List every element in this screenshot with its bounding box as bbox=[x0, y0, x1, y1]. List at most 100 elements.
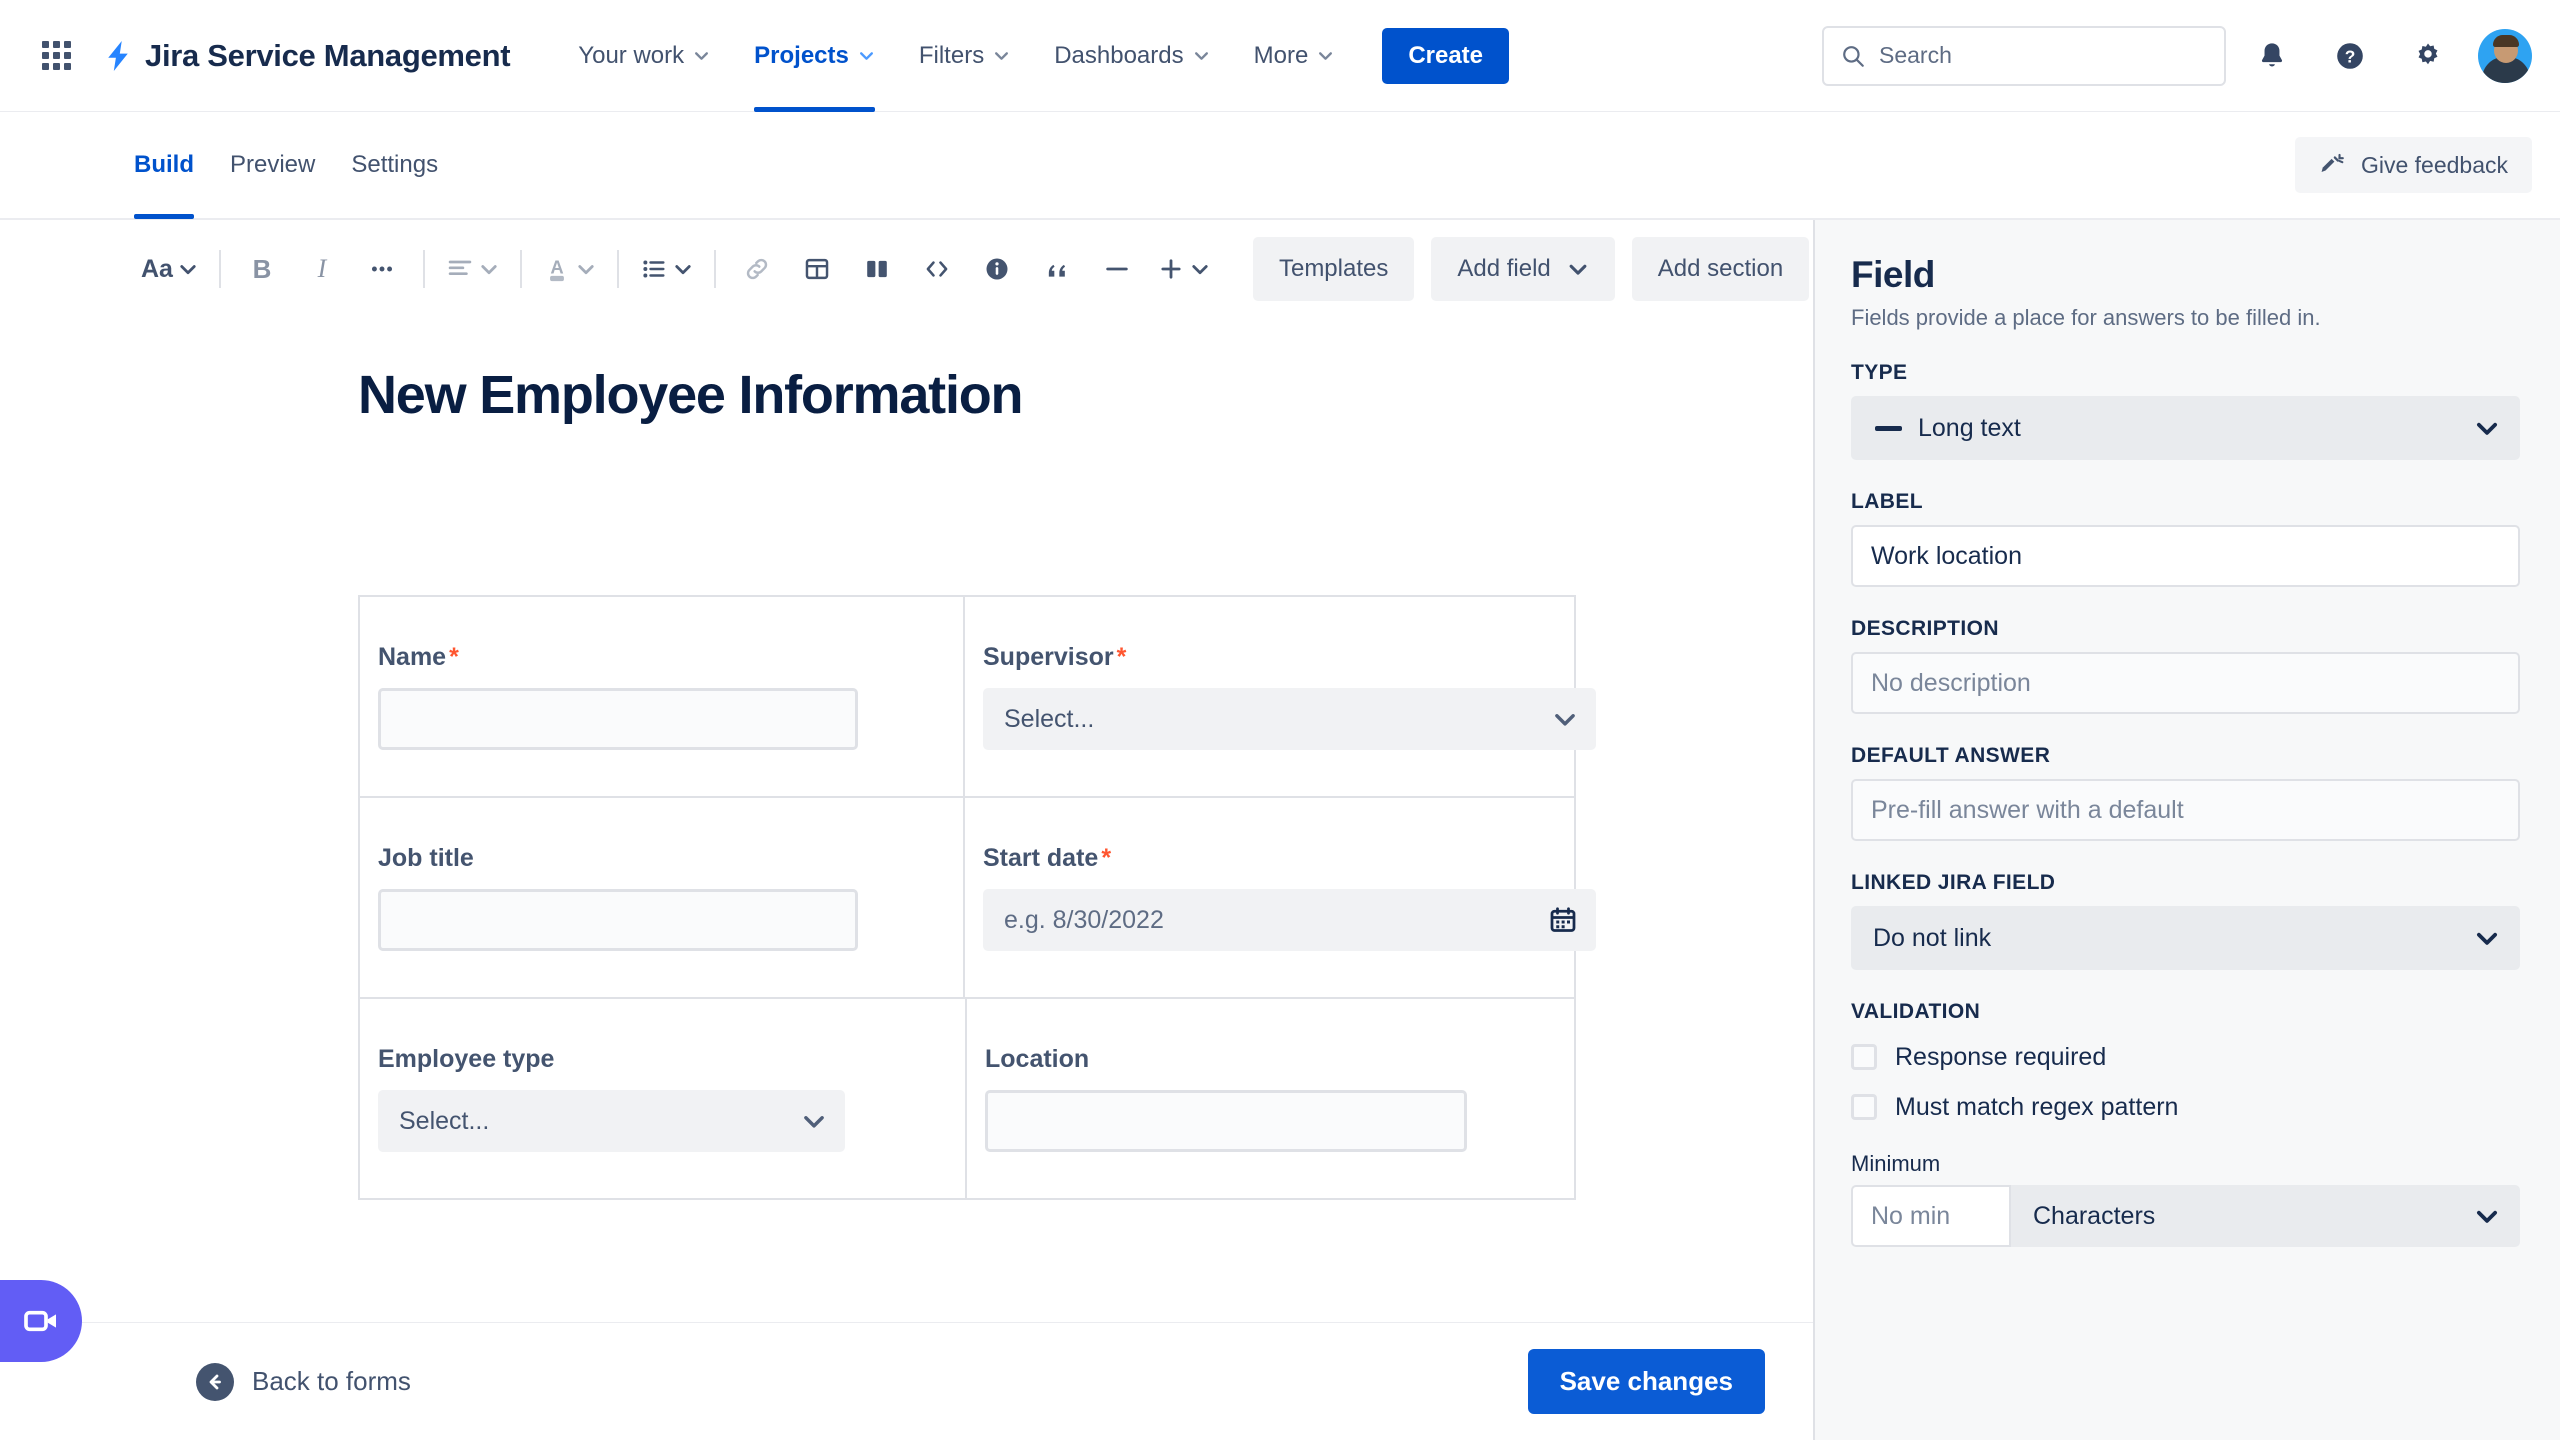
field-type-select[interactable]: Long text bbox=[1851, 396, 2520, 460]
toolbar-divider bbox=[713, 250, 716, 288]
field-label-input[interactable]: Work location bbox=[1851, 525, 2520, 587]
templates-button[interactable]: Templates bbox=[1252, 237, 1415, 301]
code-button[interactable] bbox=[910, 242, 964, 296]
loom-record-widget[interactable] bbox=[0, 1280, 82, 1362]
columns-layout-button[interactable] bbox=[850, 242, 904, 296]
validation-option-regex-pattern[interactable]: Must match regex pattern bbox=[1851, 1085, 2520, 1129]
field-label: Name * bbox=[378, 643, 945, 672]
minimum-value-input[interactable]: No min bbox=[1851, 1185, 2011, 1247]
supervisor-select-value: Select... bbox=[1004, 704, 1095, 733]
add-section-button[interactable]: Add section bbox=[1631, 237, 1810, 301]
link-button[interactable] bbox=[730, 242, 784, 296]
description-legend: DESCRIPTION bbox=[1851, 617, 1999, 640]
chevron-down-icon bbox=[675, 265, 691, 275]
avatar-hair bbox=[2493, 34, 2519, 47]
settings-button[interactable] bbox=[2396, 24, 2460, 88]
form-field-start-date[interactable]: Start date * e.g. 8/30/2022 bbox=[965, 798, 1596, 997]
field-description-input[interactable]: No description bbox=[1851, 652, 2520, 714]
add-field-label: Add field bbox=[1457, 255, 1551, 282]
text-color-dropdown[interactable]: A bbox=[536, 242, 603, 296]
bullet-list-dropdown[interactable] bbox=[633, 242, 700, 296]
avatar[interactable] bbox=[2478, 28, 2532, 83]
start-date-input[interactable]: e.g. 8/30/2022 bbox=[983, 889, 1596, 951]
text-align-dropdown[interactable] bbox=[439, 242, 506, 296]
quote-button[interactable] bbox=[1030, 242, 1084, 296]
give-feedback-button[interactable]: Give feedback bbox=[2294, 137, 2532, 193]
bullet-list-icon bbox=[643, 260, 665, 278]
minimum-label: Minimum bbox=[1851, 1151, 1941, 1176]
editor-toolbar: Aa B I A bbox=[0, 220, 1813, 318]
tab-build[interactable]: Build bbox=[134, 111, 194, 219]
chevron-down-icon bbox=[1192, 265, 1208, 275]
toolbar-divider bbox=[519, 250, 522, 288]
form-field-job-title[interactable]: Job title bbox=[360, 798, 965, 997]
ellipsis-icon bbox=[371, 266, 393, 272]
form-field-employee-type[interactable]: Employee type Select... bbox=[360, 999, 967, 1198]
default-answer-input[interactable]: Pre-fill answer with a default bbox=[1851, 779, 2520, 841]
back-to-forms-button[interactable]: Back to forms bbox=[196, 1362, 411, 1401]
job-title-input[interactable] bbox=[378, 889, 858, 951]
linked-jira-field-legend: LINKED JIRA FIELD bbox=[1851, 871, 2056, 894]
help-button[interactable]: ? bbox=[2318, 24, 2382, 88]
checkbox[interactable] bbox=[1851, 1044, 1877, 1070]
linked-jira-field-select[interactable]: Do not link bbox=[1851, 906, 2520, 970]
jira-bolt-icon bbox=[108, 40, 128, 71]
form-row: Name * Supervisor * Select... bbox=[360, 597, 1596, 798]
supervisor-select[interactable]: Select... bbox=[983, 688, 1596, 750]
field-label: Employee type bbox=[378, 1045, 947, 1074]
location-input[interactable] bbox=[985, 1090, 1467, 1152]
field-label-text: Name bbox=[378, 643, 447, 671]
svg-text:A: A bbox=[550, 257, 563, 278]
insert-more-dropdown[interactable] bbox=[1150, 242, 1217, 296]
default-answer-legend: DEFAULT ANSWER bbox=[1851, 744, 2051, 767]
link-icon bbox=[746, 258, 768, 280]
field-label: Job title bbox=[378, 844, 945, 873]
text-style-dropdown[interactable]: Aa bbox=[134, 242, 205, 296]
form-field-supervisor[interactable]: Supervisor * Select... bbox=[965, 597, 1596, 796]
table-button[interactable] bbox=[790, 242, 844, 296]
search-input[interactable]: Search bbox=[1822, 25, 2226, 86]
form-tab-bar: Build Preview Settings Give feedback bbox=[0, 112, 2560, 220]
form-field-name[interactable]: Name * bbox=[360, 597, 965, 796]
form-fields-grid: Name * Supervisor * Select... Job title bbox=[358, 595, 1596, 1200]
nav-item-dashboards[interactable]: Dashboards bbox=[1032, 0, 1231, 112]
video-camera-icon bbox=[24, 1310, 56, 1332]
chevron-down-icon bbox=[2477, 1210, 2497, 1223]
validation-option-response-required[interactable]: Response required bbox=[1851, 1035, 2520, 1079]
bold-button[interactable]: B bbox=[235, 242, 289, 296]
nav-item-filters[interactable]: Filters bbox=[897, 0, 1032, 112]
product-home-link[interactable]: Jira Service Management bbox=[100, 38, 511, 74]
form-title[interactable]: New Employee Information bbox=[358, 365, 1024, 425]
app-switcher-button[interactable] bbox=[34, 34, 78, 78]
checkbox[interactable] bbox=[1851, 1094, 1877, 1120]
tab-preview[interactable]: Preview bbox=[230, 111, 315, 219]
employee-type-select[interactable]: Select... bbox=[378, 1090, 845, 1152]
tab-settings[interactable]: Settings bbox=[351, 111, 438, 219]
nav-item-more[interactable]: More bbox=[1232, 0, 1357, 112]
save-changes-button[interactable]: Save changes bbox=[1527, 1349, 1765, 1414]
linked-jira-field-group: LINKED JIRA FIELD Do not link bbox=[1851, 871, 2520, 970]
arrow-left-glyph bbox=[209, 1374, 221, 1389]
horizontal-rule-button[interactable] bbox=[1090, 242, 1144, 296]
validation-option-label: Response required bbox=[1895, 1042, 2107, 1071]
nav-item-your-work[interactable]: Your work bbox=[556, 0, 732, 112]
name-input[interactable] bbox=[378, 688, 858, 750]
linked-jira-field-value: Do not link bbox=[1873, 923, 1992, 952]
field-label-text: Supervisor bbox=[983, 643, 1114, 671]
field-label: Location bbox=[985, 1045, 1556, 1074]
create-button[interactable]: Create bbox=[1382, 27, 1510, 84]
notifications-button[interactable] bbox=[2240, 24, 2304, 88]
nav-item-projects[interactable]: Projects bbox=[732, 0, 897, 112]
panel-subtitle: Fields provide a place for answers to be… bbox=[1851, 305, 2321, 330]
form-field-location[interactable]: Location bbox=[967, 999, 1574, 1198]
more-formatting-button[interactable] bbox=[355, 242, 409, 296]
italic-button[interactable]: I bbox=[295, 242, 349, 296]
apps-grid-icon bbox=[41, 41, 71, 70]
add-field-button[interactable]: Add field bbox=[1431, 237, 1615, 301]
chevron-down-icon bbox=[695, 52, 709, 60]
nav-item-label: Your work bbox=[578, 41, 685, 69]
nav-item-label: Projects bbox=[754, 41, 849, 69]
info-panel-button[interactable] bbox=[970, 242, 1024, 296]
minimum-unit-select[interactable]: Characters bbox=[2011, 1185, 2520, 1247]
field-type-group: TYPE Long text bbox=[1851, 361, 2520, 460]
